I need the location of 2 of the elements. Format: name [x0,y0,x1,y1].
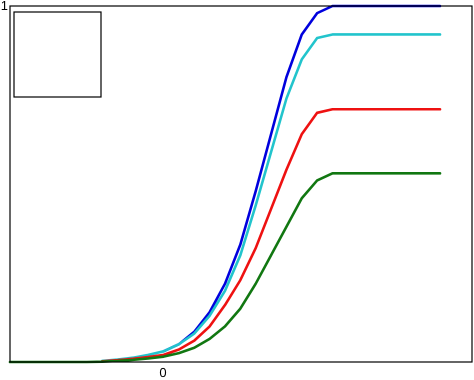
text: 0 [159,365,167,380]
annotation: 1 [0,0,8,13]
